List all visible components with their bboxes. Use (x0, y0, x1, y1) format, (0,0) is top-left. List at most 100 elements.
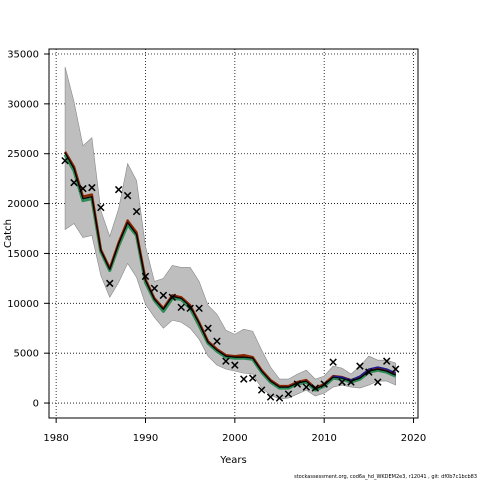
observed-point-stroke (79, 184, 87, 193)
observed-point (70, 178, 78, 187)
observed-point-stroke (302, 383, 311, 391)
observed-point-stroke (222, 357, 230, 365)
y-tick-label: 35000 (7, 49, 39, 60)
observed-point (168, 293, 177, 302)
observed-point-stroke (213, 337, 221, 345)
observed-point-stroke (159, 291, 168, 300)
observed-point (248, 374, 257, 382)
y-tick-label: 15000 (7, 249, 39, 260)
observed-point (329, 358, 337, 366)
confidence-band-area (64, 66, 396, 400)
observed-point (284, 390, 293, 398)
observed-point-stroke (114, 185, 123, 194)
observed-point-stroke (150, 284, 159, 293)
observed-point-stroke (231, 361, 239, 369)
x-tick-label: 1990 (133, 433, 158, 444)
axes: 1980 1990 2000 2010 2020 0 5000 10000 15000 20000… (7, 49, 426, 444)
observed-point (186, 304, 194, 313)
observed-point (391, 365, 400, 373)
observed-point-stroke (382, 357, 391, 365)
observed-point-stroke (132, 207, 141, 216)
observed-point-stroke (186, 304, 194, 313)
series-line-main (64, 152, 396, 390)
observed-point (311, 384, 319, 392)
y-tick-label: 20000 (7, 199, 39, 210)
x-axis-label: Years (219, 455, 246, 466)
observed-point-stroke (320, 380, 328, 388)
observed-point-stroke (347, 378, 355, 386)
observed-point-stroke (123, 191, 132, 200)
observed-point-stroke (284, 390, 293, 398)
y-axis-label: Catch (3, 219, 14, 248)
plot-frame (48, 48, 419, 419)
observed-point (382, 357, 391, 365)
y-tick-label: 30000 (7, 99, 39, 110)
observed-point (106, 279, 114, 288)
observed-point-stroke (293, 380, 302, 388)
observed-point (123, 191, 132, 200)
y-tick-label: 10000 (7, 299, 39, 310)
observed-point (222, 357, 230, 365)
observed-point (338, 378, 346, 386)
observed-point-stroke (177, 303, 185, 312)
observed-point (141, 272, 150, 281)
observed-point (347, 378, 355, 386)
observed-catch-markers (61, 156, 400, 402)
footer-text: stockassessment.org, cod6a_hd_WKDEM2e3, … (294, 474, 477, 480)
observed-point (195, 304, 203, 313)
observed-point (302, 383, 311, 391)
confidence-band (64, 66, 396, 400)
observed-point (177, 303, 185, 312)
observed-point-stroke (391, 365, 400, 373)
observed-point (88, 183, 96, 192)
observed-point-stroke (266, 393, 275, 401)
x-tick-label: 2000 (222, 433, 247, 444)
observed-point (275, 394, 284, 402)
observed-point-stroke (61, 156, 69, 165)
observed-point (114, 185, 123, 194)
observed-point-stroke (106, 279, 114, 288)
observed-point (240, 375, 248, 383)
observed-point (79, 184, 87, 193)
observed-point-stroke (141, 272, 150, 281)
observed-point (356, 362, 364, 370)
observed-point-stroke (70, 178, 78, 187)
x-tick-label: 2020 (401, 433, 426, 444)
observed-point (293, 380, 302, 388)
observed-point-stroke (311, 384, 319, 392)
observed-point (61, 156, 69, 165)
observed-point-stroke (248, 374, 257, 382)
observed-point (266, 393, 275, 401)
x-tick-label: 2010 (311, 433, 336, 444)
observed-point (231, 361, 239, 369)
observed-point (365, 368, 373, 376)
observed-point-stroke (168, 293, 177, 302)
observed-point-stroke (374, 378, 382, 386)
observed-point-stroke (356, 362, 364, 370)
observed-point (132, 207, 141, 216)
observed-point (204, 324, 212, 332)
series-line-blue (333, 366, 396, 381)
observed-point-stroke (195, 304, 203, 313)
observed-point (213, 337, 221, 345)
observed-point-stroke (365, 368, 373, 376)
observed-point-stroke (275, 394, 284, 402)
y-tick-label: 0 (33, 399, 39, 410)
observed-point-stroke (88, 183, 96, 192)
observed-point (257, 386, 266, 394)
y-tick-label: 25000 (7, 149, 39, 160)
y-tick-label: 5000 (14, 349, 39, 360)
observed-point-stroke (204, 324, 212, 332)
observed-point (159, 291, 168, 300)
observed-point-stroke (257, 386, 266, 394)
observed-point (320, 380, 328, 388)
observed-point-stroke (240, 375, 248, 383)
observed-point-stroke (97, 203, 105, 212)
series-lines (63, 151, 397, 392)
observed-point (374, 378, 382, 386)
observed-point (97, 203, 105, 212)
observed-point-stroke (338, 378, 346, 386)
x-tick-label: 1980 (43, 433, 68, 444)
observed-point-stroke (329, 358, 337, 366)
